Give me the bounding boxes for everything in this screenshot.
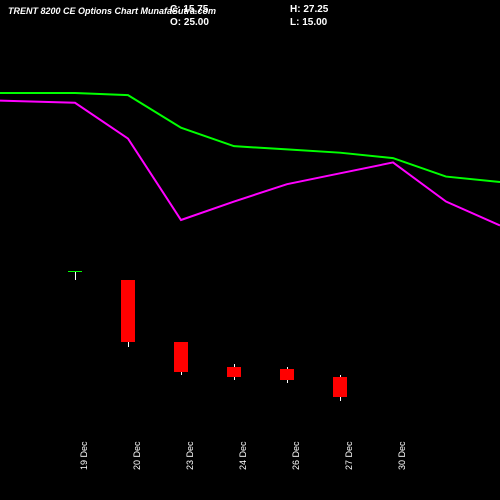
candle-body	[280, 369, 294, 380]
ohlc-open: O: 25.00	[170, 17, 209, 28]
x-axis-label: 26 Dec	[291, 441, 301, 470]
candle-wick	[75, 271, 76, 280]
ohlc-close: C: 15.75	[170, 4, 208, 15]
x-axis-label: 19 Dec	[79, 441, 89, 470]
candle-body	[227, 367, 241, 378]
candle-body	[121, 280, 135, 342]
x-axis-labels: 19 Dec 20 Dec 23 Dec 24 Dec 26 Dec 27 Dec 30 D…	[0, 420, 500, 480]
x-axis-label: 23 Dec	[185, 441, 195, 470]
x-axis-label: 30 Dec	[397, 441, 407, 470]
x-axis-label: 20 Dec	[132, 441, 142, 470]
candle-body	[68, 271, 82, 272]
ohlc-high: H: 27.25	[290, 4, 328, 15]
x-axis-label: 24 Dec	[238, 441, 248, 470]
candle-body	[333, 377, 347, 397]
candle-body	[174, 342, 188, 372]
ohlc-low: L: 15.00	[290, 17, 327, 28]
x-axis-label: 27 Dec	[344, 441, 354, 470]
chart-plot-area	[0, 30, 500, 410]
